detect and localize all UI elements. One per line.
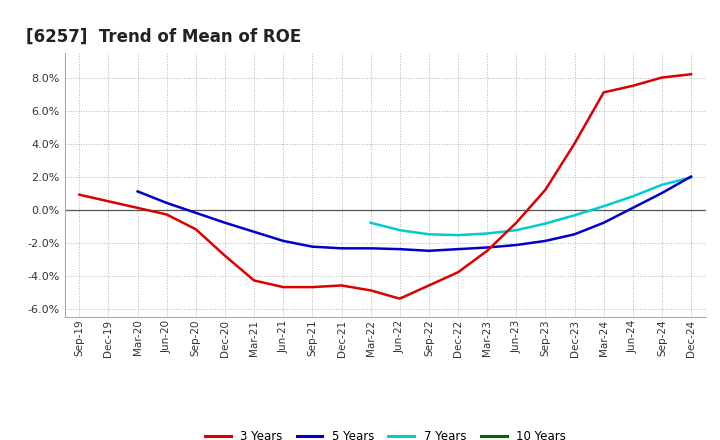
Text: [6257]  Trend of Mean of ROE: [6257] Trend of Mean of ROE bbox=[27, 28, 302, 46]
Legend: 3 Years, 5 Years, 7 Years, 10 Years: 3 Years, 5 Years, 7 Years, 10 Years bbox=[200, 426, 570, 440]
